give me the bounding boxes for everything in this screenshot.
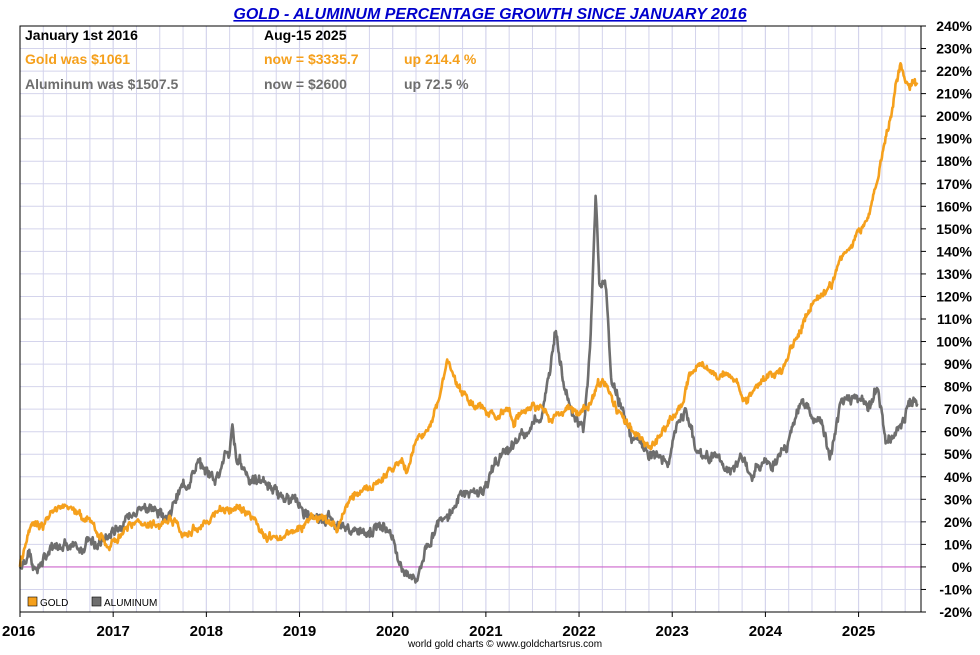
y-tick-label: 120% [936, 288, 972, 304]
legend-swatch-aluminum [91, 596, 102, 607]
source-credit: world gold charts © www.goldchartsrus.co… [407, 639, 602, 650]
legend-label-aluminum: ALUMINUM [104, 598, 157, 609]
legend-label-gold: GOLD [40, 598, 68, 609]
x-tick-label: 2018 [190, 623, 223, 640]
y-tick-label: 190% [936, 131, 972, 147]
y-tick-label: 230% [936, 41, 972, 57]
series-line-gold [18, 61, 919, 568]
y-tick-label: 140% [936, 243, 972, 259]
x-tick-label: 2017 [96, 623, 129, 640]
legend-swatch-gold [27, 596, 38, 607]
x-tick-label: 2022 [562, 623, 595, 640]
y-tick-label: 130% [936, 266, 972, 282]
x-tick-label: 2020 [376, 623, 409, 640]
y-tick-label: 60% [944, 424, 973, 440]
y-tick-label: 160% [936, 198, 972, 214]
y-axis-ticks: 240% 230% 220% 210% 200% 190% 180% 170% 160% 150%… [921, 18, 973, 620]
x-axis-ticks: 2016 2017 2018 2019 2020 2021 2022 2023 2024 2025 [2, 612, 875, 640]
end-date-label: Aug-15 2025 [264, 27, 347, 43]
y-tick-label: 110% [937, 311, 973, 327]
gold-now-label: now = $3335.7 [264, 51, 359, 67]
y-tick-label: 170% [936, 176, 972, 192]
y-tick-label: 220% [936, 63, 972, 79]
y-tick-label: -20% [939, 604, 972, 620]
x-tick-label: 2023 [656, 623, 689, 640]
y-tick-label: 20% [944, 514, 973, 530]
info-header: January 1st 2016 Aug-15 2025 Gold was $1… [25, 27, 477, 92]
y-tick-label: -10% [939, 581, 972, 597]
gold-was-label: Gold was $1061 [25, 51, 130, 67]
y-tick-label: 210% [936, 86, 972, 102]
x-tick-label: 2019 [283, 623, 316, 640]
x-tick-label: 2024 [749, 623, 783, 640]
legend: GOLD ALUMINUM [27, 596, 157, 609]
x-tick-label: 2025 [842, 623, 875, 640]
y-tick-label: 180% [936, 153, 972, 169]
y-tick-label: 100% [936, 334, 972, 350]
aluminum-now-label: now = $2600 [264, 76, 347, 92]
y-tick-label: 80% [944, 379, 973, 395]
start-date-label: January 1st 2016 [25, 27, 138, 43]
aluminum-change-label: up 72.5 % [404, 76, 469, 92]
chart-title: GOLD - ALUMINUM PERCENTAGE GROWTH SINCE … [233, 6, 746, 23]
y-tick-label: 50% [944, 446, 973, 462]
y-tick-label: 30% [944, 491, 973, 507]
y-tick-label: 240% [936, 18, 972, 34]
gold-change-label: up 214.4 % [404, 51, 477, 67]
series-group [18, 61, 919, 584]
y-tick-label: 70% [944, 401, 973, 417]
y-tick-label: 200% [936, 108, 972, 124]
y-tick-label: 0% [952, 559, 973, 575]
series-line-aluminum [18, 194, 919, 584]
y-tick-label: 90% [944, 356, 973, 372]
x-tick-label: 2021 [469, 623, 502, 640]
y-tick-label: 10% [944, 536, 973, 552]
x-tick-label: 2016 [2, 623, 35, 640]
y-tick-label: 40% [944, 469, 973, 485]
y-tick-label: 150% [936, 221, 972, 237]
aluminum-was-label: Aluminum was $1507.5 [25, 76, 179, 92]
